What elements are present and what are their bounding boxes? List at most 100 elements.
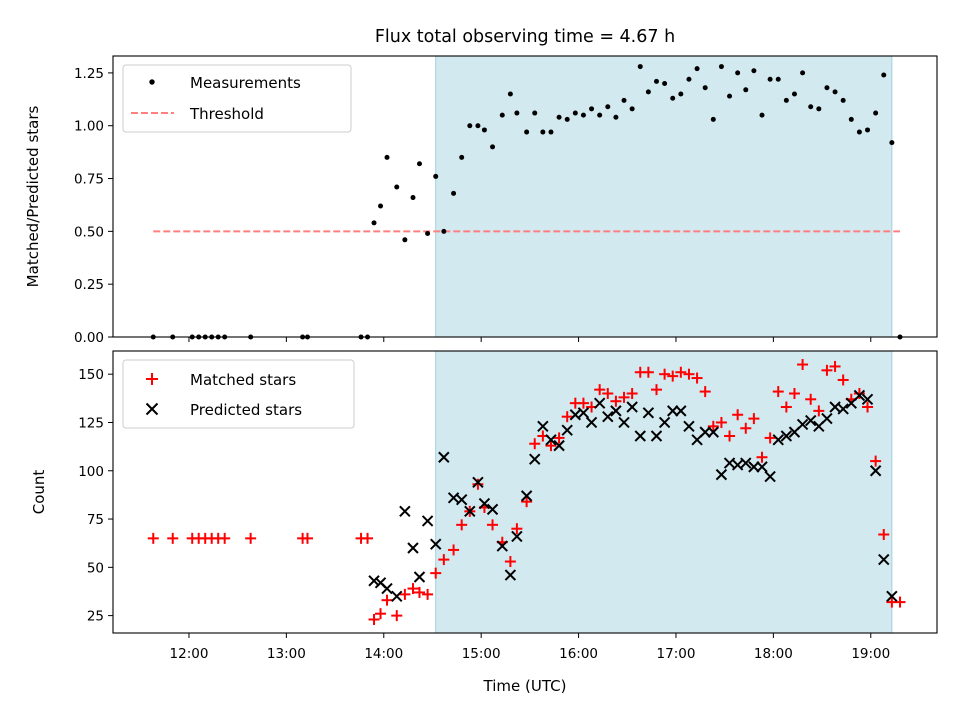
- matched-star-point: [147, 532, 159, 544]
- predicted-star-point: [486, 503, 499, 516]
- predicted-star-point: [569, 409, 582, 421]
- measurement-point: [686, 76, 692, 82]
- matched-star-point: [853, 387, 865, 399]
- measurement-point: [848, 116, 854, 122]
- matched-star-point: [626, 387, 638, 399]
- measurement-point: [840, 97, 846, 103]
- measurement-point: [678, 91, 684, 97]
- measurement-point: [540, 129, 546, 135]
- measurement-point: [791, 91, 797, 97]
- predicted-star-point: [764, 470, 776, 483]
- top-legend: Measurements Threshold: [122, 64, 352, 133]
- predicted-star-point: [618, 416, 630, 429]
- measurement-point: [856, 129, 862, 135]
- matched-star-point: [724, 430, 736, 442]
- measurement-point: [441, 228, 447, 234]
- matched-star-point: [362, 532, 374, 544]
- predicted-star-point: [529, 453, 541, 465]
- predicted-star-point: [520, 490, 533, 502]
- predicted-star-point: [511, 530, 523, 543]
- predicted-star-point: [642, 407, 655, 419]
- matched-star-point: [511, 523, 523, 535]
- predicted-star-point: [602, 410, 614, 423]
- predicted-star-point: [368, 575, 380, 587]
- measurement-point: [548, 129, 554, 135]
- predicted-star-point: [740, 457, 752, 469]
- measurement-point: [735, 70, 741, 76]
- matched-star-point: [422, 588, 434, 600]
- measurement-point: [532, 110, 538, 116]
- matched-star-point: [780, 401, 792, 413]
- measurement-point: [775, 76, 781, 82]
- predicted-star-point: [472, 476, 484, 489]
- predicted-star-point: [878, 553, 890, 566]
- matched-star-point: [797, 359, 809, 371]
- measurement-point: [564, 116, 570, 122]
- predicted-star-point: [837, 403, 849, 415]
- matched-star-point: [521, 496, 533, 508]
- predicted-star-point: [658, 416, 671, 429]
- x-tick-label: 16:00: [559, 646, 598, 662]
- bottom-axes: 25 50 75 100 125 150 12:00 13:00 14:00 15:00 16:00…: [78, 367, 890, 662]
- matched-star-point: [618, 391, 630, 403]
- measurement-point: [816, 106, 822, 112]
- predicted-star-point: [399, 505, 411, 518]
- top-legend-box: [122, 64, 352, 133]
- measurement-point: [481, 127, 487, 133]
- predicted-star-point: [634, 430, 646, 442]
- matched-star-point: [301, 532, 313, 544]
- matched-star-point: [683, 368, 695, 380]
- measurement-point: [767, 76, 773, 82]
- predicted-star-point: [381, 582, 393, 595]
- measurement-point: [425, 230, 431, 236]
- x-tick-label: 12:00: [170, 646, 209, 662]
- matched-star-point: [715, 416, 727, 428]
- matched-star-point: [553, 432, 565, 444]
- matched-star-point: [699, 386, 711, 398]
- bottom-y-axis-label: Count: [30, 470, 48, 515]
- matched-star-point: [594, 384, 606, 396]
- matched-star-point: [375, 608, 387, 620]
- matched-star-point: [368, 613, 380, 625]
- measurement-point: [637, 64, 643, 70]
- measurement-point: [629, 106, 635, 112]
- matched-star-point: [487, 519, 499, 531]
- top-y-tick-label: 0.25: [74, 277, 104, 293]
- matched-star-point: [407, 583, 419, 595]
- predicted-star-point: [421, 515, 434, 527]
- matched-star-point: [219, 532, 231, 544]
- predicted-star-point: [504, 569, 517, 581]
- matched-star-point: [381, 594, 393, 606]
- top-panel: 0.00 0.25 0.50 0.75 1.00 1.25 Matched/Predict…: [24, 55, 938, 346]
- matched-star-point: [642, 366, 654, 378]
- predicted-star-point: [593, 397, 606, 409]
- predicted-star-point: [537, 420, 549, 433]
- measurement-point: [694, 66, 700, 72]
- legend-threshold-label: Threshold: [189, 105, 264, 123]
- predicted-star-point: [391, 590, 403, 603]
- measurement-point: [759, 112, 765, 118]
- matched-star-point: [813, 405, 825, 417]
- matched-star-point: [472, 478, 484, 490]
- x-tick-label: 17:00: [657, 646, 696, 662]
- predicted-star-point: [723, 457, 736, 469]
- x-axis-label: Time (UTC): [483, 677, 567, 695]
- matched-star-point: [788, 387, 800, 399]
- measurement-point: [499, 112, 505, 118]
- predicted-star-point: [650, 430, 663, 442]
- matched-star-point: [707, 420, 719, 432]
- measurement-point: [751, 68, 757, 74]
- predicted-star-point: [413, 571, 426, 583]
- matched-star-point: [430, 567, 442, 579]
- legend-matched-marker: [146, 373, 158, 385]
- predicted-star-point: [772, 434, 784, 446]
- measurement-point: [824, 85, 830, 91]
- measurement-point: [727, 93, 733, 99]
- measurement-point: [433, 173, 439, 179]
- matched-star-point: [772, 386, 784, 398]
- predicted-star-point: [553, 439, 565, 452]
- top-axes-frame: [112, 55, 938, 338]
- matched-star-point: [821, 364, 833, 376]
- measurement-point: [865, 127, 871, 133]
